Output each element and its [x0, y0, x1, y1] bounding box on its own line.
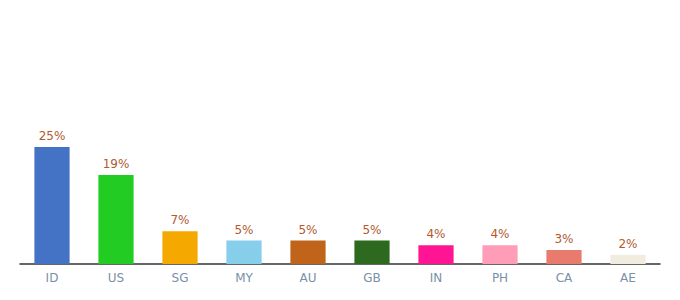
- svg-text:AU: AU: [300, 271, 317, 285]
- svg-text:MY: MY: [235, 271, 253, 285]
- svg-text:5%: 5%: [234, 223, 253, 237]
- svg-text:PH: PH: [492, 271, 508, 285]
- svg-text:25%: 25%: [39, 129, 66, 143]
- svg-text:7%: 7%: [170, 213, 189, 227]
- svg-text:IN: IN: [430, 271, 443, 285]
- svg-text:US: US: [108, 271, 124, 285]
- svg-text:ID: ID: [46, 271, 59, 285]
- svg-text:AE: AE: [620, 271, 636, 285]
- svg-text:SG: SG: [172, 271, 189, 285]
- svg-text:CA: CA: [556, 271, 573, 285]
- svg-text:5%: 5%: [362, 223, 381, 237]
- svg-text:5%: 5%: [298, 223, 317, 237]
- svg-text:3%: 3%: [554, 232, 573, 246]
- svg-text:4%: 4%: [490, 227, 509, 241]
- svg-text:19%: 19%: [103, 157, 130, 171]
- svg-text:4%: 4%: [426, 227, 445, 241]
- svg-text:GB: GB: [363, 271, 381, 285]
- svg-text:2%: 2%: [618, 237, 637, 251]
